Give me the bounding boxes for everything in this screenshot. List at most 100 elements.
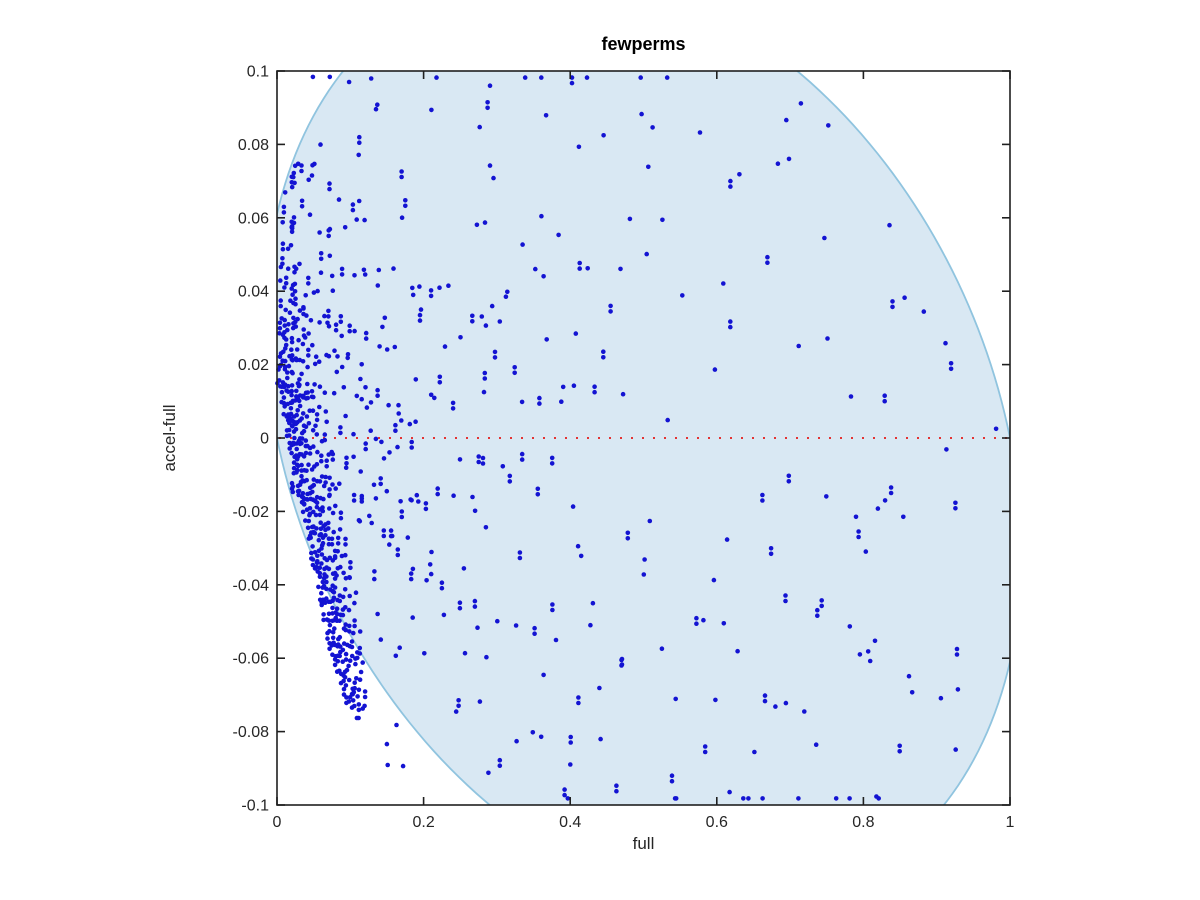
data-point: [921, 309, 927, 314]
data-point: [317, 384, 323, 390]
data-point: [347, 323, 353, 329]
data-point: [301, 327, 307, 332]
data-point: [802, 709, 807, 714]
data-point: [281, 210, 287, 215]
data-point: [856, 529, 861, 534]
data-point: [363, 336, 369, 341]
data-point: [514, 738, 519, 744]
data-point: [283, 275, 289, 281]
data-point: [562, 787, 567, 792]
data-point: [324, 586, 329, 592]
data-point: [786, 156, 792, 162]
data-point: [346, 699, 352, 704]
data-point: [378, 476, 384, 481]
data-point: [458, 335, 463, 340]
data-point: [381, 456, 387, 461]
data-point: [417, 318, 423, 323]
data-point: [387, 542, 392, 547]
data-point: [825, 336, 830, 341]
data-point: [343, 683, 349, 688]
data-point: [311, 509, 316, 515]
data-point: [314, 417, 320, 423]
data-point: [608, 303, 613, 309]
data-point: [517, 550, 523, 555]
x-tick-label: 0.2: [412, 814, 434, 831]
data-point: [798, 101, 804, 106]
data-point: [398, 499, 403, 504]
data-point: [326, 618, 332, 623]
data-point: [293, 301, 298, 307]
data-point: [541, 672, 546, 678]
data-point: [312, 550, 318, 555]
data-point: [762, 693, 768, 698]
data-point: [294, 462, 300, 468]
data-point: [310, 408, 316, 414]
data-point: [381, 533, 387, 539]
data-point: [826, 123, 831, 128]
data-point: [326, 566, 332, 572]
data-point: [327, 492, 332, 498]
data-point: [289, 450, 294, 456]
data-point: [288, 243, 294, 248]
data-point: [340, 612, 346, 618]
data-point: [882, 498, 888, 503]
data-point: [309, 550, 314, 556]
data-point: [641, 572, 647, 577]
data-point: [358, 469, 364, 474]
data-point: [585, 266, 590, 271]
data-point: [472, 508, 478, 514]
data-point: [347, 629, 352, 634]
data-point: [786, 473, 792, 479]
data-point: [532, 631, 537, 636]
data-point: [292, 289, 298, 294]
data-point: [297, 403, 303, 409]
data-point: [327, 506, 332, 511]
data-point: [350, 202, 356, 207]
data-point: [497, 763, 503, 768]
data-point: [378, 481, 384, 487]
data-point: [485, 105, 490, 111]
data-point: [410, 566, 416, 572]
data-point: [306, 421, 312, 426]
data-point: [380, 324, 385, 330]
data-point: [422, 651, 427, 656]
data-point: [289, 224, 295, 229]
data-point: [343, 413, 348, 419]
data-point: [386, 402, 391, 408]
data-point: [575, 543, 581, 549]
data-point: [549, 461, 555, 466]
data-point: [324, 579, 329, 585]
data-point: [291, 215, 297, 220]
data-point: [310, 562, 316, 568]
data-point: [408, 576, 414, 582]
data-point: [353, 661, 358, 667]
data-point: [299, 163, 304, 168]
data-point: [334, 369, 340, 375]
data-point: [482, 376, 488, 381]
data-point: [342, 675, 348, 680]
data-point: [393, 428, 398, 434]
data-point: [847, 624, 853, 629]
data-point: [625, 530, 631, 536]
data-point: [535, 492, 541, 497]
data-point: [391, 266, 396, 271]
data-point: [325, 320, 330, 326]
data-point: [565, 796, 571, 801]
data-point: [359, 362, 365, 367]
data-point: [388, 528, 394, 533]
data-point: [319, 561, 324, 566]
data-point: [296, 383, 302, 389]
data-point: [477, 699, 483, 704]
data-point: [312, 161, 317, 167]
data-point: [322, 437, 328, 443]
data-point: [332, 626, 337, 631]
data-point: [334, 573, 339, 578]
data-point: [376, 267, 382, 273]
data-point: [783, 593, 788, 598]
data-point: [399, 169, 404, 174]
data-point: [299, 473, 304, 479]
data-point: [608, 309, 613, 314]
data-point: [347, 328, 353, 334]
data-point: [312, 382, 317, 387]
data-point: [847, 796, 852, 801]
